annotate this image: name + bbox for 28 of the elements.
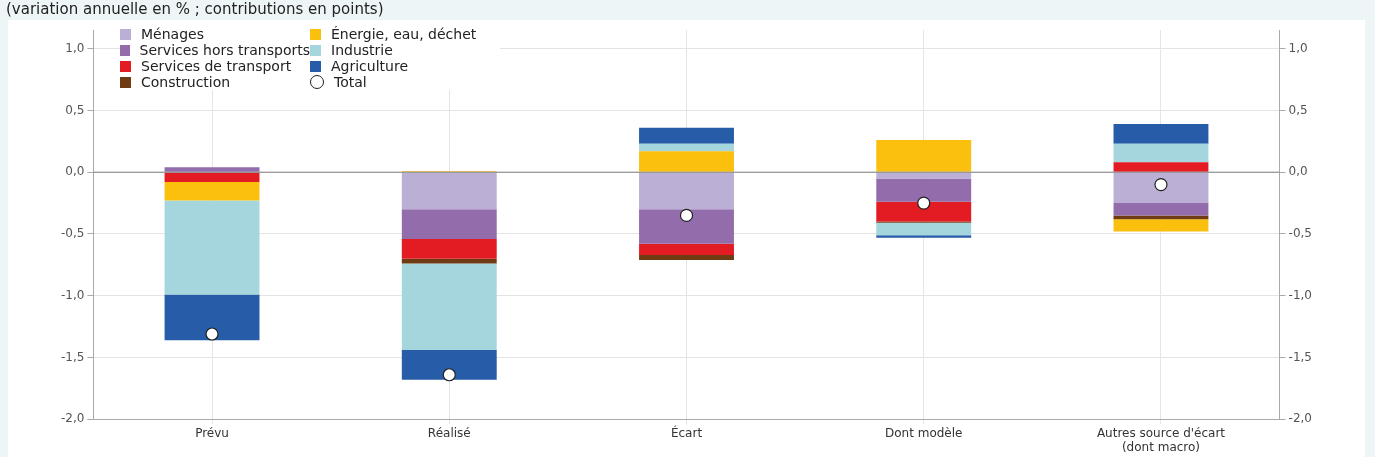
legend-label: Industrie (331, 42, 393, 58)
y-tick-label: 0,5 (65, 102, 85, 117)
x-tick-label: Prévu (195, 425, 229, 440)
legend-label: Énergie, eau, déchet (331, 26, 477, 42)
y-tick-label: 0,0 (65, 164, 85, 179)
y2-tick-label: 1,0 (1288, 40, 1308, 55)
y2-tick-label: 0,5 (1288, 102, 1308, 117)
y2-tick-label: -2,0 (1288, 411, 1313, 426)
x-tick-label: Autres source d'écart (dont macro) (1096, 425, 1226, 454)
y2-tick-label: -0,5 (1288, 226, 1313, 241)
y-tick-label: -1,0 (60, 287, 85, 302)
y2-tick-label: -1,0 (1288, 287, 1313, 302)
chart-subtitle: (variation annuelle en % ; contributions en points) (6, 0, 384, 18)
y2-tick-label: 0,0 (1288, 164, 1308, 179)
x-tick-label: Dont modèle (885, 425, 963, 440)
y-tick-label: -0,5 (60, 226, 85, 241)
x-tick-label: Écart (670, 424, 703, 440)
y-tick-label: -2,0 (60, 411, 85, 426)
y-tick-label: -1,5 (60, 349, 85, 364)
legend-label: Ménages (141, 26, 204, 42)
legend-label: Total (334, 74, 367, 90)
x-tick-label: Réalisé (427, 425, 471, 440)
legend-label: Services de transport (141, 58, 292, 74)
y2-tick-label: -1,5 (1288, 349, 1313, 364)
legend-label: Construction (141, 74, 231, 90)
legend-label: Agriculture (331, 58, 408, 74)
y-tick-label: 1,0 (65, 40, 85, 55)
legend-label: Services hors transports (139, 42, 310, 58)
